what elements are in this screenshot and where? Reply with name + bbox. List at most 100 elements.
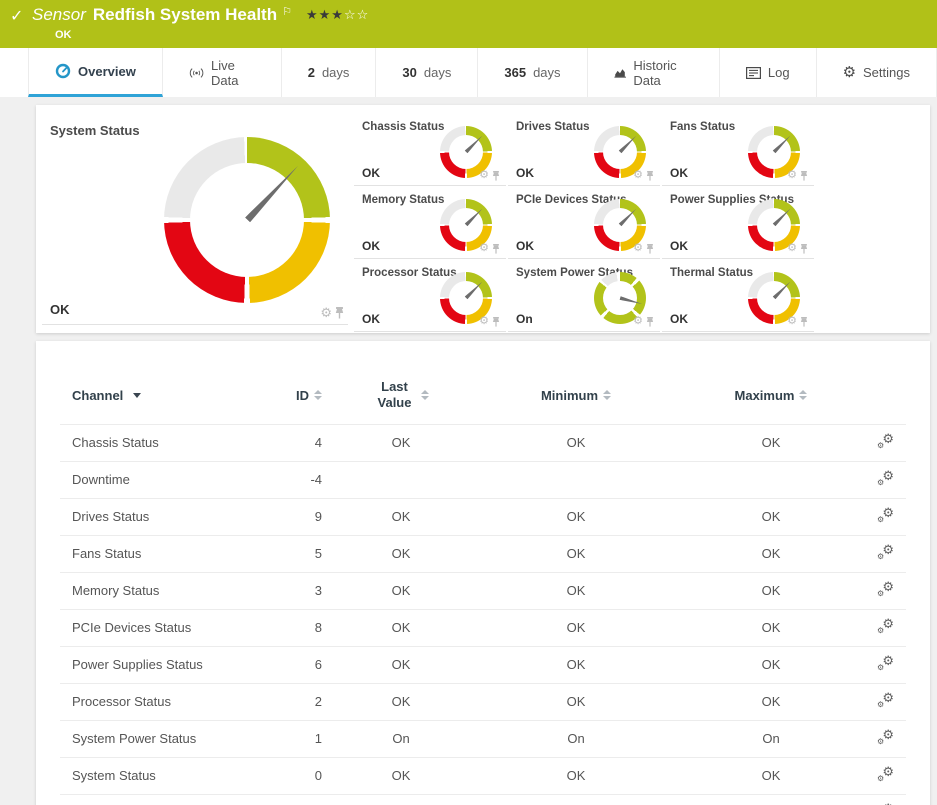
tab-30-days[interactable]: 30 days <box>376 48 479 97</box>
tab-365-days[interactable]: 365 days <box>478 48 588 97</box>
pin-icon[interactable] <box>646 170 654 181</box>
gauge-needle <box>773 207 792 226</box>
panel-system-status: System Status OK ⚙ <box>42 111 348 325</box>
panel-gear-icon[interactable]: ⚙ <box>633 315 643 327</box>
edit-channel-icon[interactable]: ⚙⚙ <box>877 504 894 524</box>
tab-live-data[interactable]: Live Data <box>163 48 282 97</box>
panel-value: OK <box>670 312 688 326</box>
cell-last-value: On <box>326 719 476 757</box>
tab-2-days-number: 2 <box>307 65 315 80</box>
priority-stars[interactable]: ★★★☆☆ <box>306 7 369 22</box>
tab-log[interactable]: Log <box>720 48 817 97</box>
panel-title: Fans Status <box>670 121 736 133</box>
priority-stars-filled: ★★★ <box>305 7 344 22</box>
edit-channel-icon[interactable]: ⚙⚙ <box>877 652 894 672</box>
pin-icon[interactable] <box>492 316 500 327</box>
cell-id: 8 <box>260 608 326 646</box>
edit-channel-icon[interactable]: ⚙⚙ <box>877 763 894 783</box>
edit-channel-icon[interactable]: ⚙⚙ <box>877 467 894 487</box>
pin-icon[interactable] <box>492 170 500 181</box>
fans-status-gauge <box>748 126 800 178</box>
pin-icon[interactable] <box>492 243 500 254</box>
pin-icon[interactable] <box>646 316 654 327</box>
column-header-channel-label: Channel <box>72 387 124 403</box>
panel-memory-status: Memory Status OK ⚙ <box>354 188 506 259</box>
tab-live-data-label: Live Data <box>210 57 239 88</box>
tab-overview[interactable]: Overview <box>28 48 163 97</box>
cell-id: 6 <box>260 645 326 683</box>
edit-channel-icon[interactable]: ⚙⚙ <box>877 615 894 635</box>
flag-icon[interactable]: ⚐ <box>282 6 292 18</box>
cell-maximum: OK <box>676 497 866 535</box>
cell-maximum: OK <box>676 423 866 461</box>
status-check-icon: ✓ <box>10 8 24 25</box>
edit-channel-icon[interactable]: ⚙⚙ <box>878 802 894 805</box>
pin-icon[interactable] <box>800 170 808 181</box>
cell-id: 3 <box>260 571 326 609</box>
pin-icon[interactable] <box>800 316 808 327</box>
cell-id: 9 <box>260 497 326 535</box>
tab-2-days[interactable]: 2 days <box>282 48 377 97</box>
object-type-label: Sensor <box>32 5 86 24</box>
gauge-needle <box>465 134 484 153</box>
cell-maximum: OK <box>676 534 866 572</box>
panel-gear-icon[interactable]: ⚙ <box>479 242 489 254</box>
panel-gear-icon[interactable]: ⚙ <box>787 242 797 254</box>
column-header-minimum[interactable]: Minimum <box>476 365 676 424</box>
panel-gear-icon[interactable]: ⚙ <box>787 315 797 327</box>
chassis-status-gauge <box>440 126 492 178</box>
column-header-maximum[interactable]: Maximum <box>676 365 866 424</box>
tab-settings[interactable]: ⚙ Settings <box>817 48 937 97</box>
pin-icon[interactable] <box>646 243 654 254</box>
panel-gear-icon[interactable]: ⚙ <box>479 169 489 181</box>
pin-icon[interactable] <box>335 306 344 319</box>
pin-icon[interactable] <box>800 243 808 254</box>
panel-gear-icon[interactable]: ⚙ <box>633 242 643 254</box>
tab-overview-label: Overview <box>78 63 136 79</box>
tab-365-days-unit: days <box>533 65 561 80</box>
cell-minimum: OK <box>476 645 676 683</box>
panel-gear-icon[interactable]: ⚙ <box>633 169 643 181</box>
gauge-needle <box>619 296 642 306</box>
cell-last-value <box>326 460 476 498</box>
cell-minimum: OK <box>476 608 676 646</box>
cell-last-value: OK <box>326 571 476 609</box>
table-row: Chassis Status 4 OK OK OK ⚙ ⚙ <box>60 423 906 461</box>
sort-toggle-icon <box>314 390 322 401</box>
cell-maximum: OK <box>676 682 866 720</box>
panel-title: System Status <box>50 123 140 138</box>
table-row: System Power Status 1 On On On ⚙ ⚙ <box>60 719 906 757</box>
cell-last-value: OK <box>326 534 476 572</box>
edit-channel-icon[interactable]: ⚙⚙ <box>877 578 894 598</box>
sort-toggle-icon <box>420 390 429 401</box>
sort-toggle-icon <box>799 390 808 401</box>
panel-gear-icon[interactable]: ⚙ <box>479 315 489 327</box>
tab-historic-data[interactable]: Historic Data <box>588 48 720 97</box>
channel-table: Channel ID Last Value Minimum Maximum Ch… <box>60 365 906 805</box>
tab-365-days-number: 365 <box>504 65 527 80</box>
panel-system-power-status: System Power Status On ⚙ <box>508 261 660 332</box>
cell-last-value: OK <box>326 608 476 646</box>
tab-historic-data-label: Historic Data <box>633 57 677 88</box>
gauge-needle <box>465 280 484 299</box>
edit-channel-icon[interactable]: ⚙⚙ <box>877 726 894 746</box>
mini-gauge-grid: Chassis Status OK ⚙ Drives Status OK ⚙ F… <box>354 111 814 333</box>
cell-minimum: OK <box>476 793 676 805</box>
cell-id: 5 <box>260 534 326 572</box>
cell-id: -4 <box>260 460 326 498</box>
panel-power-supplies-status: Power Supplies Status OK ⚙ <box>662 188 814 259</box>
panel-gear-icon[interactable]: ⚙ <box>320 305 332 320</box>
column-header-id[interactable]: ID <box>260 365 326 424</box>
edit-channel-icon[interactable]: ⚙⚙ <box>877 541 894 561</box>
cell-minimum: OK <box>476 756 676 794</box>
column-header-last-value[interactable]: Last Value <box>326 365 476 424</box>
edit-channel-icon[interactable]: ⚙⚙ <box>877 430 894 450</box>
edit-channel-icon[interactable]: ⚙⚙ <box>877 689 894 709</box>
gauge-needle <box>773 134 792 153</box>
cell-id: 2 <box>260 682 326 720</box>
column-header-channel[interactable]: Channel <box>60 365 260 424</box>
table-row: Fans Status 5 OK OK OK ⚙ ⚙ <box>60 534 906 572</box>
panel-value: OK <box>670 239 688 253</box>
gauge-icon <box>55 63 71 79</box>
panel-gear-icon[interactable]: ⚙ <box>787 169 797 181</box>
